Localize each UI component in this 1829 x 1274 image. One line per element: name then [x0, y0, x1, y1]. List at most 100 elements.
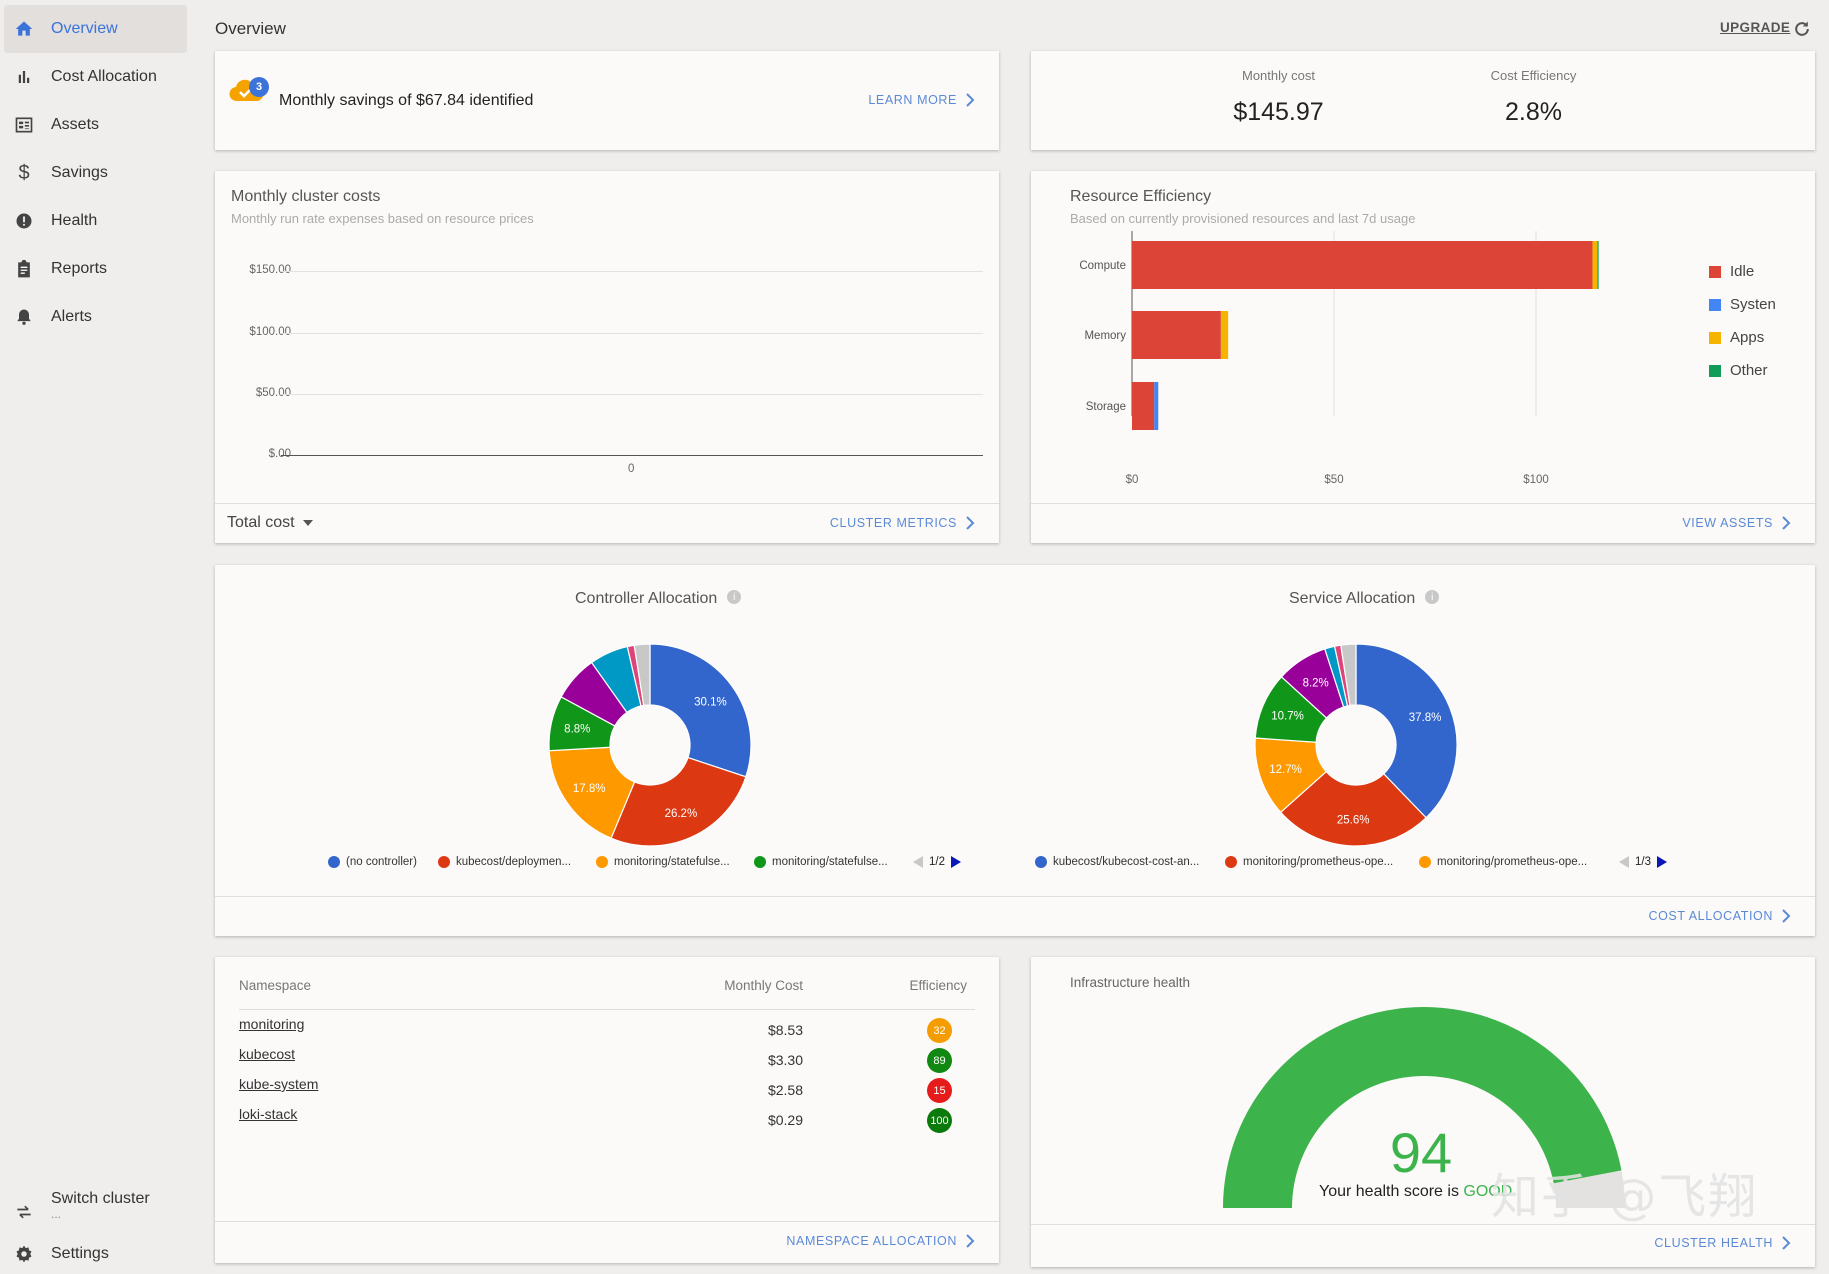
savings-card: 3 Monthly savings of $67.84 identified L… — [215, 51, 999, 150]
namespace-cost: $0.29 — [767, 1112, 803, 1128]
refresh-icon[interactable] — [1792, 19, 1812, 44]
health-score-text: Your health score is GOOD — [1319, 1183, 1512, 1201]
summary-card: Monthly cost $145.97 Cost Efficiency 2.8… — [1031, 51, 1815, 150]
legend-label: Idle — [1730, 263, 1755, 280]
legend-item[interactable]: monitoring/statefulse... — [754, 856, 888, 868]
sidebar-item-settings[interactable]: Settings — [4, 1231, 187, 1274]
namespace-link[interactable]: kubecost — [239, 1046, 296, 1062]
divider — [215, 503, 999, 504]
switch-cluster-button[interactable]: Switch cluster ... — [4, 1186, 187, 1238]
namespace-link[interactable]: monitoring — [239, 1016, 305, 1032]
gear-icon — [12, 1242, 36, 1266]
sidebar-item-cost-allocation[interactable]: Cost Allocation — [4, 53, 187, 101]
info-icon[interactable]: i — [1425, 590, 1440, 604]
pie-slice — [649, 643, 752, 778]
legend-item[interactable]: monitoring/statefulse... — [596, 856, 730, 868]
pie-slice-label: 8.2% — [1303, 677, 1329, 689]
legend-item[interactable]: kubecost/deploymen... — [438, 856, 571, 868]
upgrade-link[interactable]: UPGRADE — [1720, 20, 1791, 35]
service-allocation-title-text: Service Allocation — [1289, 590, 1416, 607]
legend-item: Idle — [1709, 263, 1754, 280]
learn-more-link[interactable]: LEARN MORE — [868, 93, 975, 107]
legend-item[interactable]: monitoring/prometheus-ope... — [1419, 856, 1587, 868]
monthly-cost-value: $145.97 — [1233, 98, 1324, 126]
namespace-allocation-link[interactable]: NAMESPACE ALLOCATION — [786, 1234, 975, 1248]
legend-swatch — [1709, 265, 1721, 278]
sidebar-item-health[interactable]: Health — [4, 197, 187, 245]
cluster-metrics-link[interactable]: CLUSTER METRICS — [830, 516, 975, 530]
y-tick-label: $150.00 — [249, 264, 291, 276]
chevron-right-icon — [966, 516, 975, 530]
health-score-label: Your health score is — [1319, 1183, 1459, 1200]
page-title: Overview — [215, 19, 286, 38]
sidebar-item-reports[interactable]: Reports — [4, 245, 187, 293]
cost-efficiency-label: Cost Efficiency — [1490, 68, 1577, 83]
x-tick-label: 0 — [628, 463, 635, 475]
divider — [215, 1221, 999, 1222]
pie-slice-label: 30.1% — [694, 696, 727, 708]
bar-segment-systen — [1154, 382, 1159, 430]
legend-label: monitoring/prometheus-ope... — [1243, 856, 1394, 868]
legend-swatch — [1709, 298, 1721, 311]
view-assets-link[interactable]: VIEW ASSETS — [1682, 516, 1791, 530]
legend-swatch — [328, 856, 340, 868]
legend-label: kubecost/kubecost-cost-an... — [1053, 856, 1200, 868]
sidebar-item-label: Reports — [51, 260, 108, 277]
controller-allocation-title-text: Controller Allocation — [575, 590, 718, 607]
cost-allocation-link[interactable]: COST ALLOCATION — [1648, 909, 1791, 923]
pie-slice — [1279, 770, 1427, 847]
info-icon[interactable]: i — [727, 590, 742, 604]
sidebar: Overview Cost Allocation Assets $ Saving… — [0, 0, 190, 1274]
prev-page-icon[interactable] — [913, 856, 925, 868]
namespace-link[interactable]: loki-stack — [239, 1106, 298, 1122]
pie-slice-label: 8.8% — [564, 724, 590, 736]
cluster-costs-subtitle: Monthly run rate expenses based on resou… — [231, 211, 534, 226]
alert-circle-icon — [12, 209, 36, 233]
efficiency-badge: 89 — [927, 1048, 952, 1073]
learn-more-label: LEARN MORE — [868, 93, 957, 107]
legend-item[interactable]: (no controller) — [328, 856, 417, 868]
legend-label: monitoring/statefulse... — [614, 856, 730, 868]
resource-efficiency-card: Resource Efficiency Based on currently p… — [1031, 171, 1815, 543]
legend-item[interactable]: kubecost/kubecost-cost-an... — [1035, 856, 1199, 868]
chevron-right-icon — [1782, 1236, 1791, 1250]
legend-swatch — [1035, 856, 1047, 868]
legend-swatch — [1419, 856, 1431, 868]
clipboard-icon — [12, 257, 36, 281]
bar-chart-icon — [12, 65, 36, 89]
legend-swatch — [1709, 364, 1721, 377]
sidebar-item-alerts[interactable]: Alerts — [4, 293, 187, 341]
cluster-health-link[interactable]: CLUSTER HEALTH — [1654, 1236, 1791, 1250]
sidebar-item-label: Health — [51, 212, 98, 229]
namespace-link[interactable]: kube-system — [239, 1076, 319, 1092]
pie-slice-label: 12.7% — [1269, 764, 1302, 776]
bar-segment-idle — [1132, 311, 1221, 359]
bar-segment-idle — [1132, 241, 1593, 289]
bar-segment-apps — [1220, 311, 1229, 359]
sidebar-item-savings[interactable]: $ Savings — [4, 149, 187, 197]
sidebar-item-overview[interactable]: Overview — [4, 5, 187, 53]
controller-legend-pager: 1/2 — [913, 856, 961, 868]
gridline — [281, 394, 983, 395]
y-tick-label: $50.00 — [255, 387, 291, 399]
gridline — [281, 333, 983, 334]
x-axis-line — [281, 455, 983, 456]
chevron-right-icon — [966, 1234, 975, 1248]
cost-efficiency-value: 2.8% — [1505, 98, 1562, 126]
sidebar-item-assets[interactable]: Assets — [4, 101, 187, 149]
resource-efficiency-subtitle: Based on currently provisioned resources… — [1070, 211, 1416, 226]
divider — [1031, 503, 1815, 504]
health-title: Infrastructure health — [1070, 975, 1191, 990]
chevron-right-icon — [1782, 909, 1791, 923]
namespace-cost: $8.53 — [767, 1022, 803, 1038]
legend-label: Apps — [1730, 329, 1765, 346]
home-icon — [12, 17, 36, 41]
next-page-icon[interactable] — [1655, 856, 1667, 868]
namespace-header: Namespace — [239, 978, 312, 993]
sidebar-item-label: Settings — [51, 1245, 109, 1262]
cost-type-select[interactable]: Total cost — [227, 514, 313, 532]
legend-item[interactable]: monitoring/prometheus-ope... — [1225, 856, 1393, 868]
prev-page-icon[interactable] — [1619, 856, 1631, 868]
next-page-icon[interactable] — [949, 856, 961, 868]
switch-cluster-sub: ... — [51, 1207, 62, 1221]
